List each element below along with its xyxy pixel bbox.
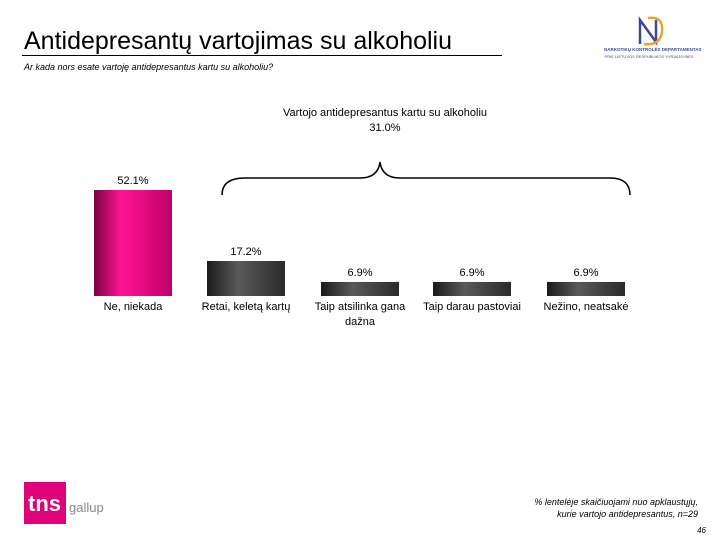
footnote: % lentelėje skaičiuojami nuo apklaustųjų… [534, 496, 698, 520]
bar-value-label-3: 6.9% [347, 267, 372, 279]
title-underline [22, 55, 502, 56]
bar-value-label-5: 6.9% [573, 267, 598, 279]
bar-value-label-2: 17.2% [230, 246, 261, 258]
bar-value-label-4: 6.9% [459, 267, 484, 279]
logo-org-line2: PRIE LIETUVOS RESPUBLIKOS VYRIAUSYBĖS [604, 54, 694, 59]
group-label: Vartojo antidepresantus kartu su alkohol… [282, 107, 488, 119]
bar-5 [547, 281, 625, 296]
bar-2 [207, 261, 285, 296]
ndk-logo: NARKOTIKŲ KONTROLĖS DEPARTAMENTAS PRIE L… [604, 14, 702, 64]
page-number: 46 [697, 526, 706, 535]
footnote-line1: % lentelėje skaičiuojami nuo apklaustųjų… [534, 497, 698, 507]
category-label-3-line2: dažna [345, 316, 376, 328]
bar-value-label-1: 52.1% [117, 175, 148, 187]
category-label-5: Nežino, neatsakė [544, 301, 629, 313]
ndk-logo-icon [638, 16, 664, 46]
group-brace [221, 161, 631, 196]
group-value: 31.0% [369, 122, 401, 134]
tns-brand-text: tns [28, 491, 61, 516]
bar-4 [433, 281, 511, 296]
logo-org-line1: NARKOTIKŲ KONTROLĖS DEPARTAMENTAS [604, 47, 702, 52]
category-label-1: Ne, niekada [104, 301, 164, 313]
tns-sub-text: gallup [69, 500, 104, 515]
bar-3 [321, 281, 399, 296]
slide-subtitle: Ar kada nors esate vartoję antidepresant… [24, 62, 274, 72]
category-label-3-line1: Taip atsilinka gana [315, 301, 406, 313]
tns-gallup-logo: tns gallup [24, 482, 104, 524]
slide-title: Antidepresantų vartojimas su alkoholiu [24, 27, 453, 55]
category-label-2: Retai, keletą kartų [202, 301, 291, 313]
bar-1 [94, 190, 172, 296]
category-label-4: Taip darau pastoviai [423, 301, 521, 313]
footnote-line2: kurie vartojo antidepresantus, n=29 [557, 509, 698, 519]
